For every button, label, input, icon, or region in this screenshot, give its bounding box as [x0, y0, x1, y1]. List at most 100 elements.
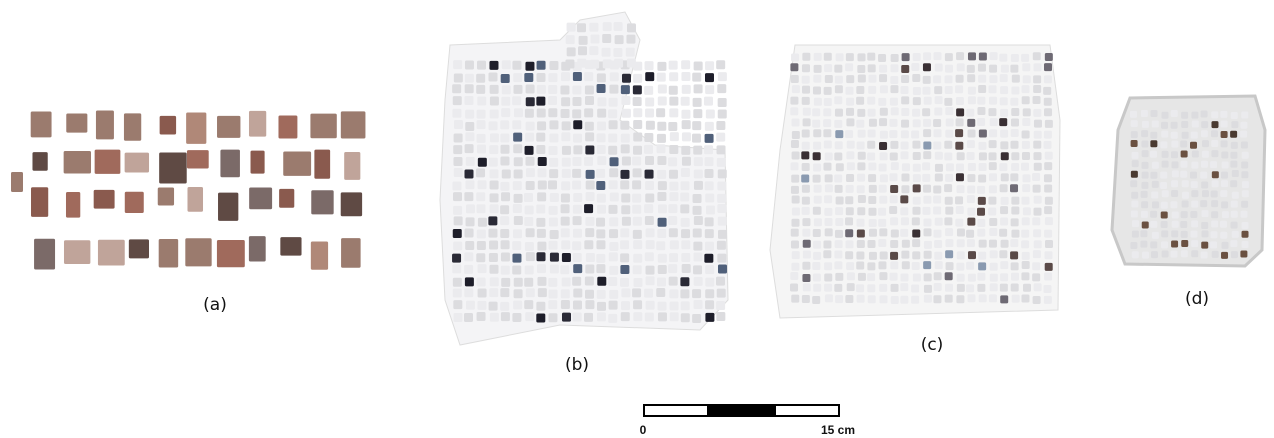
tile: [1201, 121, 1208, 128]
tile: [718, 217, 727, 226]
tile: [670, 132, 679, 141]
tile: [813, 284, 821, 292]
tile: [585, 290, 594, 299]
tile: [668, 157, 677, 166]
tile: [1202, 151, 1209, 158]
tile: [537, 252, 546, 261]
tile: [526, 122, 535, 131]
tile: [1021, 54, 1029, 62]
tile: [923, 185, 931, 193]
tile: [1022, 174, 1030, 182]
tile: [824, 262, 832, 270]
tile: [922, 108, 930, 116]
tile: [857, 185, 865, 193]
tile: [1200, 172, 1207, 179]
tile: [1141, 191, 1148, 198]
tile: [622, 109, 631, 118]
tessera: [31, 187, 48, 217]
tile: [813, 229, 821, 237]
tile: [1201, 222, 1208, 229]
tile: [968, 87, 976, 95]
tile: [633, 300, 642, 309]
tile: [597, 133, 606, 142]
tile: [465, 74, 474, 83]
tile: [538, 157, 547, 166]
tile: [835, 109, 843, 117]
tile: [548, 180, 557, 189]
tessera: [249, 111, 266, 137]
tile: [1210, 231, 1217, 238]
tile: [1202, 190, 1209, 197]
tile: [615, 35, 624, 44]
tile: [977, 219, 985, 227]
tile: [802, 229, 810, 237]
tile: [524, 278, 533, 287]
tile: [596, 218, 605, 227]
tile: [1011, 141, 1019, 149]
tessera: [185, 238, 211, 266]
tile: [716, 312, 725, 321]
tile: [933, 52, 941, 60]
tile: [1192, 150, 1199, 157]
tile: [501, 240, 510, 249]
tile: [834, 120, 842, 128]
tile: [573, 205, 582, 214]
tile: [923, 87, 931, 95]
tile: [977, 208, 985, 216]
tile: [989, 240, 997, 248]
tile: [1131, 140, 1138, 147]
tile: [596, 240, 605, 249]
tile: [1142, 172, 1149, 179]
tile: [988, 108, 996, 116]
tile: [1211, 130, 1218, 137]
tile: [621, 134, 630, 143]
tile: [586, 170, 595, 179]
tile: [1022, 96, 1030, 104]
tile: [705, 134, 714, 143]
tile: [668, 264, 677, 273]
tile: [1161, 122, 1168, 129]
tile: [801, 174, 809, 182]
tile: [901, 151, 909, 159]
tile: [502, 169, 511, 178]
tile: [645, 108, 654, 117]
tile: [1000, 74, 1008, 82]
tile: [577, 59, 586, 68]
tile: [1211, 191, 1218, 198]
tile: [902, 261, 910, 269]
tile: [680, 289, 689, 298]
tile: [1000, 109, 1008, 117]
tile: [935, 96, 943, 104]
tile: [944, 217, 952, 225]
tile: [977, 284, 985, 292]
tile: [705, 289, 714, 298]
tile: [901, 96, 909, 104]
tile: [791, 219, 799, 227]
tile: [912, 74, 920, 82]
tile: [933, 295, 941, 303]
tile: [813, 175, 821, 183]
tile: [901, 120, 909, 128]
tile: [705, 122, 714, 131]
tessera: [64, 240, 90, 264]
tessera: [158, 188, 174, 206]
tile: [614, 59, 623, 68]
tile: [680, 277, 689, 286]
tessera: [280, 237, 301, 255]
tile: [609, 301, 618, 310]
tile: [900, 296, 908, 304]
tile: [465, 277, 474, 286]
tile: [1010, 65, 1018, 73]
tessera: [96, 110, 114, 139]
tile: [645, 252, 654, 261]
tile: [1241, 141, 1248, 148]
tile: [577, 23, 586, 32]
tile: [537, 109, 546, 118]
tile: [923, 63, 931, 71]
tile: [453, 278, 462, 287]
tile: [1032, 273, 1040, 281]
tile: [1011, 262, 1019, 270]
tile: [454, 216, 463, 225]
tile: [1034, 196, 1042, 204]
tile: [835, 141, 843, 149]
